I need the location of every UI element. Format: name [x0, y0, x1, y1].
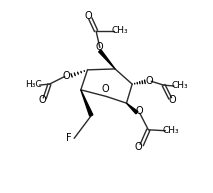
- Text: O: O: [85, 11, 92, 21]
- Text: O: O: [39, 95, 46, 105]
- Text: O: O: [96, 42, 103, 52]
- Text: O: O: [168, 95, 176, 105]
- Polygon shape: [99, 50, 115, 69]
- Text: O: O: [135, 106, 143, 116]
- Text: O: O: [146, 76, 154, 86]
- Text: O: O: [62, 71, 70, 81]
- Text: H₃C: H₃C: [25, 80, 42, 89]
- Polygon shape: [127, 103, 138, 114]
- Text: O: O: [102, 84, 109, 94]
- Text: F: F: [66, 133, 72, 143]
- Text: CH₃: CH₃: [163, 126, 180, 135]
- Polygon shape: [81, 90, 93, 116]
- Text: CH₃: CH₃: [112, 26, 128, 35]
- Text: CH₃: CH₃: [171, 81, 188, 90]
- Text: O: O: [135, 142, 142, 152]
